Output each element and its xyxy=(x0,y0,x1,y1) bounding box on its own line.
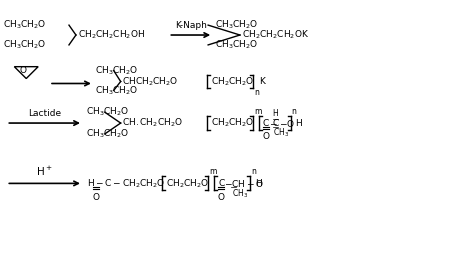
Text: $\mathregular{-O}$: $\mathregular{-O}$ xyxy=(279,118,295,129)
Text: $\mathregular{CH_2CH_2CH_2OH}$: $\mathregular{CH_2CH_2CH_2OH}$ xyxy=(78,29,145,41)
Text: Lactide: Lactide xyxy=(28,109,61,118)
Text: O: O xyxy=(20,66,27,75)
Text: O: O xyxy=(218,193,225,202)
Text: O: O xyxy=(92,193,99,202)
Text: $\mathregular{CH_3CH_2O}$: $\mathregular{CH_3CH_2O}$ xyxy=(3,19,47,31)
Text: C: C xyxy=(273,119,279,127)
Text: n: n xyxy=(251,167,256,176)
Text: $\mathregular{CH_3CH_2O}$: $\mathregular{CH_3CH_2O}$ xyxy=(95,84,138,97)
Text: $\mathregular{CH_3}$: $\mathregular{CH_3}$ xyxy=(232,187,248,199)
Text: n: n xyxy=(254,88,259,98)
Text: $\mathregular{CH_3}$: $\mathregular{CH_3}$ xyxy=(273,127,289,139)
Text: $\mathregular{CH_3CH_2O}$: $\mathregular{CH_3CH_2O}$ xyxy=(95,64,138,77)
Text: m: m xyxy=(209,167,217,176)
Text: $\mathregular{CH_3CH_2O}$: $\mathregular{CH_3CH_2O}$ xyxy=(215,19,258,31)
Text: m: m xyxy=(254,107,261,116)
Text: $\mathregular{CH_2CH_2CH_2OK}$: $\mathregular{CH_2CH_2CH_2OK}$ xyxy=(242,29,309,41)
Text: H: H xyxy=(296,119,302,127)
Text: $\mathregular{CH_3CH_2O}$: $\mathregular{CH_3CH_2O}$ xyxy=(3,39,47,51)
Text: H: H xyxy=(255,179,261,188)
Text: H: H xyxy=(273,109,278,118)
Text: $\mathregular{CH_2CH_2O}$: $\mathregular{CH_2CH_2O}$ xyxy=(211,117,254,129)
Text: $\mathregular{CHCH_2CH_2O}$: $\mathregular{CHCH_2CH_2O}$ xyxy=(122,75,178,88)
Text: O: O xyxy=(262,132,269,141)
Text: $\mathregular{CH_3CH_2O}$: $\mathregular{CH_3CH_2O}$ xyxy=(86,106,129,119)
Text: $\mathregular{CH_3CH_2O}$: $\mathregular{CH_3CH_2O}$ xyxy=(215,39,258,51)
Text: $\mathregular{CH_3CH_2O}$: $\mathregular{CH_3CH_2O}$ xyxy=(86,128,129,140)
Text: $\mathregular{-CH-O}$: $\mathregular{-CH-O}$ xyxy=(224,178,264,189)
Text: $\mathregular{H^+}$: $\mathregular{H^+}$ xyxy=(36,165,53,178)
Text: $\mathregular{CH_2CH_2O}$: $\mathregular{CH_2CH_2O}$ xyxy=(166,177,210,190)
Text: C: C xyxy=(218,179,225,188)
Text: $\mathregular{CH_2CH_2O}$: $\mathregular{CH_2CH_2O}$ xyxy=(211,75,254,88)
Text: C: C xyxy=(263,119,269,127)
Text: K: K xyxy=(259,77,265,86)
Text: $\mathregular{CH.CH_2CH_2O}$: $\mathregular{CH.CH_2CH_2O}$ xyxy=(122,117,183,129)
Text: $\mathregular{H-C-CH_2CH_2O}$: $\mathregular{H-C-CH_2CH_2O}$ xyxy=(87,177,165,190)
Text: n: n xyxy=(292,107,296,116)
Text: K-Naph: K-Naph xyxy=(175,21,207,30)
Text: $\mathregular{-}$: $\mathregular{-}$ xyxy=(269,119,278,127)
